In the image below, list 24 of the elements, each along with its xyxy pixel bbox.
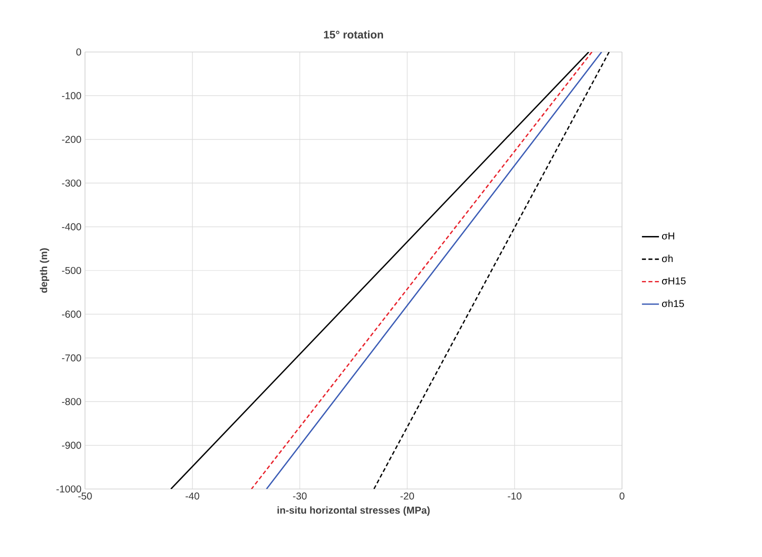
y-tick-label: -800 bbox=[62, 398, 82, 406]
y-tick-label: -1000 bbox=[56, 485, 82, 493]
x-axis-title: in-situ horizontal stresses (MPa) bbox=[278, 506, 430, 516]
y-tick-label: -300 bbox=[62, 180, 82, 187]
y-tick-label: -900 bbox=[62, 442, 82, 449]
y-tick-label: -500 bbox=[62, 266, 82, 274]
y-tick-label: -400 bbox=[62, 223, 82, 230]
x-tick-label: -40 bbox=[186, 492, 200, 500]
x-tick-label: -10 bbox=[508, 492, 522, 500]
legend-label: σH bbox=[662, 232, 674, 240]
chart-title: 15° rotation bbox=[324, 30, 384, 39]
legend-label: σh15 bbox=[662, 300, 684, 308]
y-tick-label: -200 bbox=[62, 136, 82, 143]
y-tick-label: -700 bbox=[62, 354, 82, 362]
y-tick-label: 0 bbox=[76, 48, 82, 56]
x-tick-label: 0 bbox=[620, 492, 624, 500]
legend-label: σH15 bbox=[662, 277, 686, 284]
legend-label: σh bbox=[662, 254, 673, 262]
x-tick-label: -50 bbox=[78, 492, 92, 500]
y-tick-label: -600 bbox=[62, 310, 82, 318]
y-tick-label: -100 bbox=[62, 92, 82, 100]
x-tick-label: -20 bbox=[400, 492, 414, 500]
x-tick-label: -30 bbox=[293, 492, 307, 500]
y-axis-title: depth (m) bbox=[40, 248, 50, 293]
